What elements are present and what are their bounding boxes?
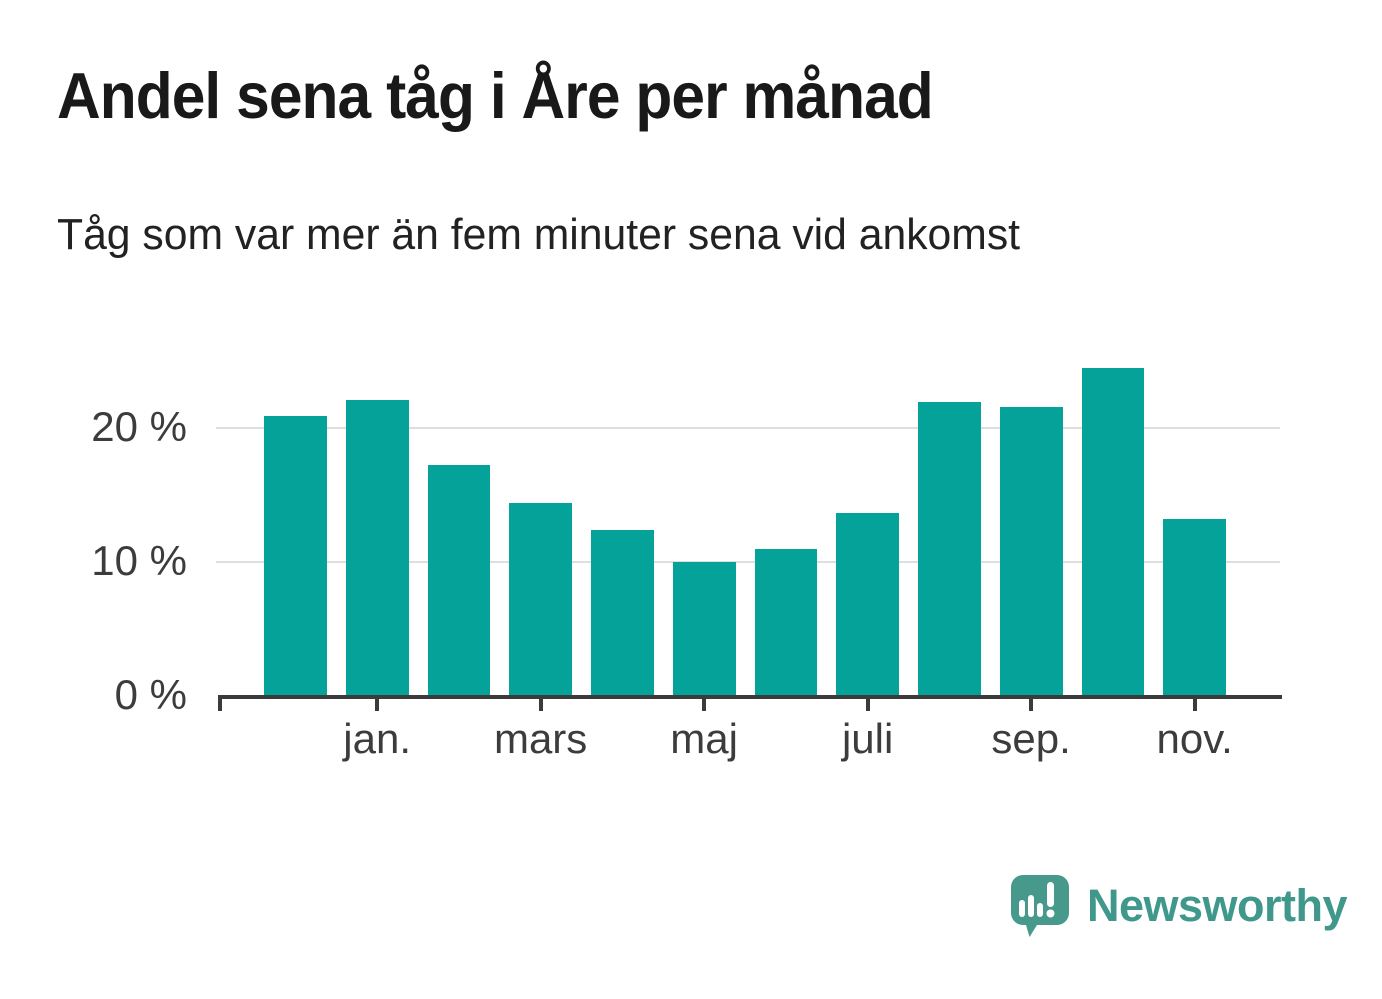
newsworthy-logo: Newsworthy (1008, 872, 1348, 940)
x-axis-start-tick (218, 699, 222, 711)
bar-feb (427, 464, 491, 695)
bar-cell-apr (591, 530, 654, 695)
chart-title: Andel sena tåg i Åre per månad (57, 59, 934, 132)
gridline-20 (216, 427, 1280, 429)
x-tick-label-nov: nov. (1156, 715, 1233, 762)
bar-jan (345, 400, 409, 695)
x-tick-label-juli: juli (841, 715, 894, 762)
bar-nov (1163, 519, 1226, 695)
newsworthy-wordmark: Newsworthy (1087, 880, 1348, 931)
bar-apr (591, 530, 654, 695)
bar-juli (836, 512, 899, 695)
bar-cell-feb (427, 464, 491, 695)
newsworthy-bubble-chart-icon (1011, 875, 1069, 937)
bar-maj (672, 562, 736, 695)
x-tick-label-sep: sep. (991, 715, 1071, 762)
x-tick-label-mars: mars (493, 715, 588, 762)
bar-sep (999, 406, 1063, 695)
bar-mars (509, 503, 572, 695)
bar-cell-nov: nov. (1156, 519, 1233, 761)
bar-series: jan. mars maj juli sep. nov. (264, 368, 1233, 761)
y-tick-label-0: 0 % (114, 671, 187, 718)
bar-cell-aug (918, 401, 981, 695)
x-tick-nov (1192, 699, 1197, 711)
bar-cell-juni (754, 548, 818, 695)
x-tick-sep (1029, 699, 1034, 711)
x-axis-line (218, 695, 1282, 699)
x-tick-mars (538, 699, 543, 711)
x-tick-jan (375, 699, 380, 711)
bar-cell-mars: mars (494, 503, 587, 761)
bar-juni (754, 548, 818, 695)
bar-okt (1081, 368, 1145, 695)
bar-cell-dec (264, 416, 327, 695)
bar-cell-okt (1081, 368, 1145, 695)
bar-aug (918, 401, 981, 695)
x-tick-label-jan: jan. (343, 715, 411, 762)
chart-subtitle: Tåg som var mer än fem minuter sena vid … (57, 210, 1021, 259)
y-tick-label-10: 10 % (91, 537, 187, 584)
bar-dec (264, 416, 327, 695)
bar-cell-juli: juli (836, 512, 899, 761)
plot-area: jan. mars maj juli sep. nov. 0 % 10 % 20 % (91, 350, 1282, 761)
bar-cell-maj: maj (670, 562, 738, 761)
x-tick-label-maj: maj (670, 715, 738, 762)
y-tick-label-20: 20 % (91, 403, 187, 450)
x-tick-maj (702, 699, 707, 711)
bar-cell-jan: jan. (343, 400, 411, 761)
x-tick-juli (865, 699, 870, 711)
gridline-10 (216, 561, 1280, 563)
bar-cell-sep: sep. (991, 406, 1071, 761)
